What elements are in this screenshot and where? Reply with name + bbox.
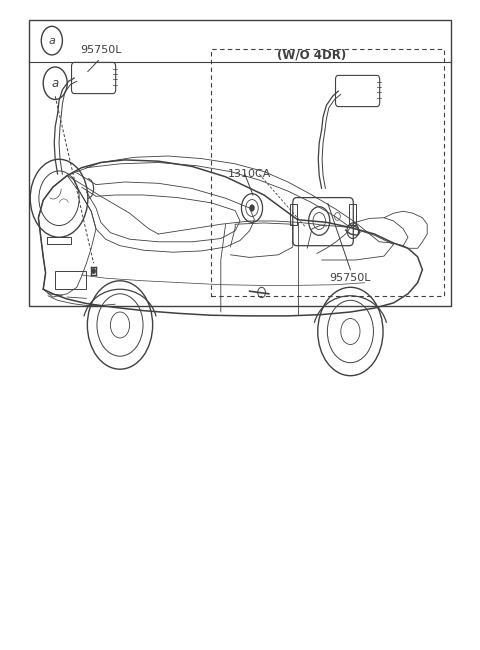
Circle shape (92, 268, 96, 274)
Text: a: a (48, 36, 55, 46)
Bar (290, 204, 297, 225)
Text: (W/O 4DR): (W/O 4DR) (277, 49, 347, 62)
Text: 95750L: 95750L (330, 273, 371, 283)
Bar (29, 20, 451, 305)
Text: 95750L: 95750L (80, 46, 121, 55)
Circle shape (250, 205, 254, 211)
Bar (349, 204, 356, 225)
Bar (211, 49, 444, 296)
Text: 1310CA: 1310CA (228, 169, 271, 179)
Bar (55, 271, 86, 289)
Text: a: a (51, 77, 59, 90)
